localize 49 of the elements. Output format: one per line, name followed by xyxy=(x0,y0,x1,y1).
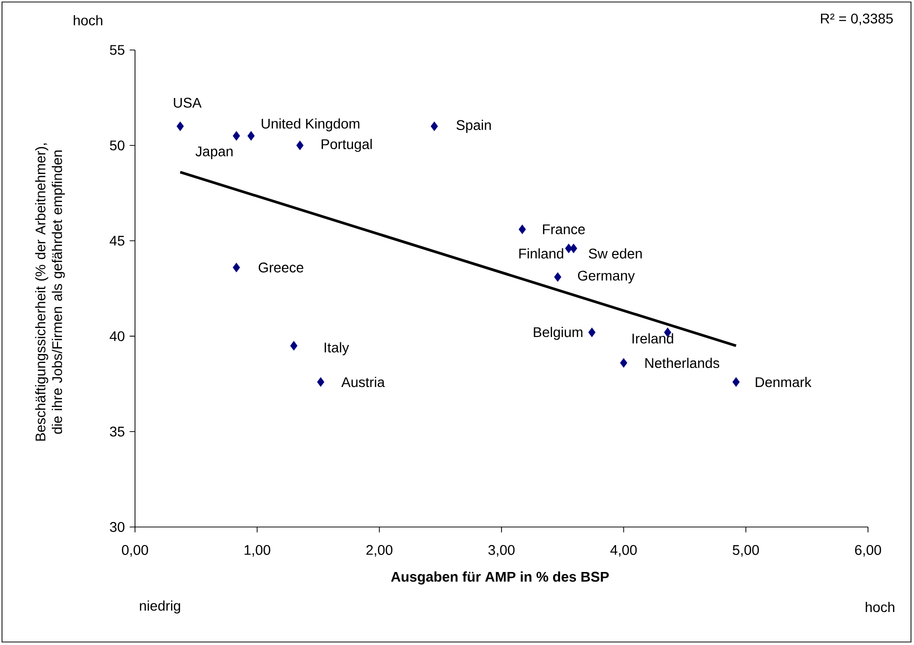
point xyxy=(176,122,184,131)
annotation: Netherlands xyxy=(645,358,720,368)
text: niedrig xyxy=(140,600,180,614)
annotation: Italy xyxy=(324,342,350,356)
annotation: Greece xyxy=(258,262,304,272)
x-tick-label: 5,00 xyxy=(732,545,759,557)
point xyxy=(317,377,324,387)
annotation: Belgium xyxy=(534,326,582,340)
y-tick-label: 40 xyxy=(110,331,124,342)
x-tick-label: 6,00 xyxy=(855,545,882,557)
y-tick-label: 55 xyxy=(110,45,124,55)
x-tick-label: 3,00 xyxy=(488,545,515,557)
annotation: Japan xyxy=(196,146,233,160)
annotation: Austria xyxy=(341,376,385,388)
point xyxy=(588,328,596,338)
point xyxy=(232,262,240,272)
annotation: Ireland xyxy=(632,333,674,344)
point xyxy=(296,140,304,150)
point xyxy=(247,131,255,141)
point xyxy=(518,224,526,234)
annotation: France xyxy=(543,224,585,234)
text: hoch xyxy=(74,15,102,26)
annotation: USA xyxy=(174,98,202,108)
x-tick-label: 4,00 xyxy=(610,545,637,557)
y-axis-title: Beschäftigungssicherheit (% der Arbeitnehmer), die ihre Jobs/Firmen als gefährdet empfinden xyxy=(35,144,65,441)
text: R² = 0,3385 xyxy=(821,14,893,26)
annotation: Finland xyxy=(519,248,564,259)
x-axis-title: Ausgaben für AMP in % des BSP xyxy=(391,571,609,585)
x-tick-label: 2,00 xyxy=(366,545,392,557)
y-tick-label: 50 xyxy=(110,140,124,150)
annotation: Spain xyxy=(456,120,491,133)
y-tick-label: 30 xyxy=(110,522,124,532)
point xyxy=(570,244,578,254)
point xyxy=(430,122,438,131)
point xyxy=(232,131,240,141)
x-tick-label: 1,00 xyxy=(244,545,270,557)
x-tick-label: 0,00 xyxy=(122,545,148,557)
y-tick-label: 35 xyxy=(110,426,124,437)
text: hoch xyxy=(866,602,894,612)
annotation: United Kingdom xyxy=(262,118,360,132)
annotation: Sw eden xyxy=(588,248,642,259)
point xyxy=(732,377,740,387)
point xyxy=(554,272,562,282)
annotation: Portugal xyxy=(322,138,372,152)
annotation: Denmark xyxy=(756,376,812,388)
y-tick-label: 45 xyxy=(110,236,124,246)
point xyxy=(290,341,298,350)
annotation: Germany xyxy=(578,270,635,284)
point xyxy=(620,358,628,368)
